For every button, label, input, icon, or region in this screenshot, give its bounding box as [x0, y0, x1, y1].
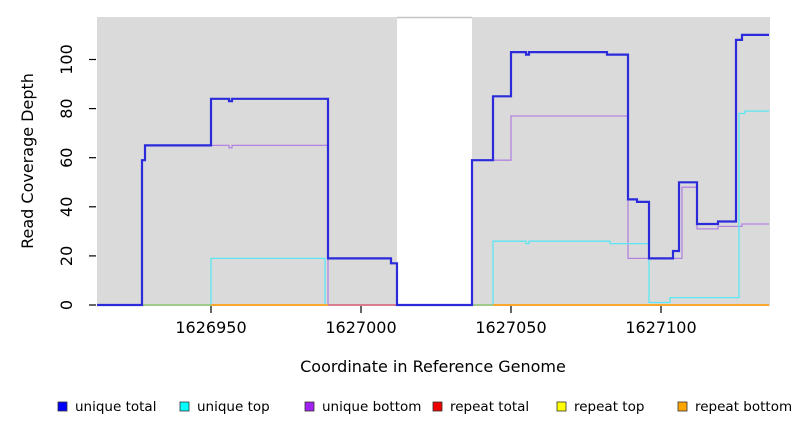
y-tick-label: 80	[57, 98, 76, 118]
x-tick-label: 1627000	[325, 318, 396, 337]
y-axis-title: Read Coverage Depth	[18, 73, 37, 249]
legend: unique total unique top unique bottom repea…	[57, 399, 792, 415]
series-line-layer	[97, 33, 769, 307]
series-line-unique-total	[97, 33, 769, 307]
covered-region-right	[472, 17, 770, 306]
legend-label-repeat-bottom: repeat bottom	[695, 399, 792, 415]
plot-background-layer	[97, 16, 770, 306]
y-tick-label: 100	[57, 44, 76, 75]
axis-tick-layer: 1626950 1627000 1627050 1627100 0 20 40 60 80 100	[57, 44, 697, 337]
y-tick-label: 0	[57, 300, 76, 310]
y-tick-label: 40	[57, 197, 76, 217]
legend-swatch-repeat-top	[556, 401, 567, 412]
y-tick-label: 60	[57, 148, 76, 168]
legend-swatch-repeat-total	[432, 401, 443, 412]
legend-label-unique-top: unique top	[197, 399, 270, 415]
y-tick-label: 20	[57, 246, 76, 266]
x-axis-title: Coordinate in Reference Genome	[300, 357, 566, 376]
series-line-unique-top	[97, 110, 769, 306]
legend-swatch-unique-bottom	[304, 401, 315, 412]
x-tick-label: 1626950	[175, 318, 246, 337]
legend-label-repeat-total: repeat total	[450, 399, 529, 415]
legend-swatch-unique-total	[57, 401, 68, 412]
legend-label-repeat-top: repeat top	[574, 399, 644, 415]
legend-swatch-unique-top	[179, 401, 190, 412]
legend-label-unique-bottom: unique bottom	[322, 399, 421, 415]
legend-swatch-repeat-bottom	[677, 401, 688, 412]
legend-label-unique-total: unique total	[75, 399, 156, 415]
x-tick-label: 1627100	[625, 318, 696, 337]
x-tick-label: 1627050	[475, 318, 546, 337]
